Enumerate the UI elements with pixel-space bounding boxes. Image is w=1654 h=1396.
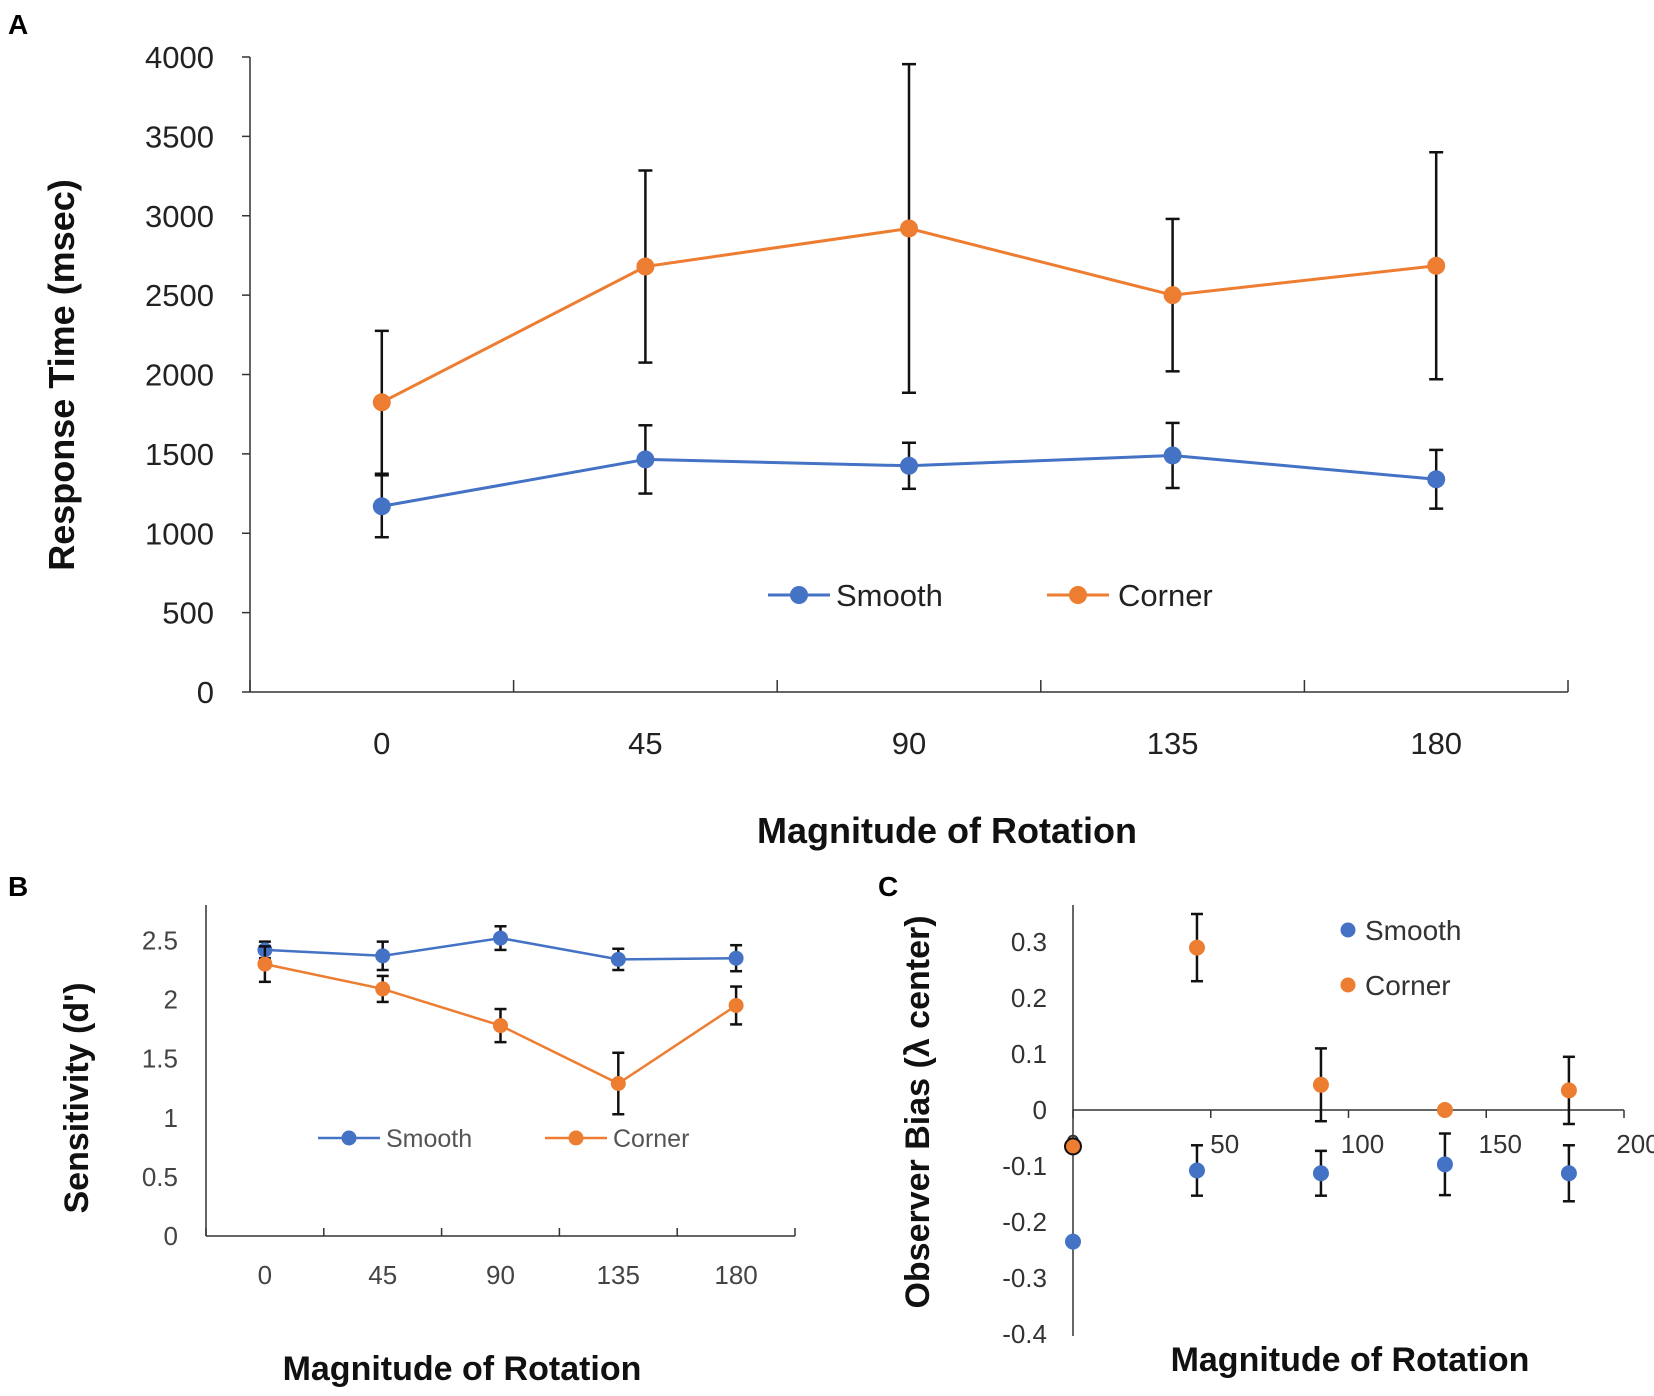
corner-point	[900, 219, 918, 238]
y-tick-label: 2.5	[142, 925, 178, 955]
y-tick-label: 0	[1033, 1095, 1047, 1125]
smooth-point	[1188, 1162, 1205, 1179]
panel-letter-b: B	[8, 871, 28, 902]
smooth-point	[1436, 1156, 1453, 1173]
corner-point	[257, 956, 273, 972]
y-tick-label: -0.3	[1002, 1263, 1047, 1293]
y-tick-label: 0.3	[1011, 927, 1047, 957]
corner-point	[372, 393, 391, 412]
y-tick-label: 2000	[145, 358, 214, 393]
x-tick-label: 0	[373, 726, 390, 761]
smooth-point	[1427, 470, 1446, 489]
corner-point	[1436, 1102, 1453, 1118]
y-tick-label: -0.2	[1002, 1207, 1047, 1237]
y-tick-label: -0.4	[1002, 1319, 1047, 1349]
smooth-point	[610, 951, 626, 967]
panel-b: B 0 0.5 1 1.5 2 2.5 0 45 90 135 180 Magnitude of Rot…	[8, 871, 796, 1388]
smooth-point	[728, 950, 744, 966]
x-tick-label: 135	[1147, 726, 1199, 761]
x-tick-label: 45	[368, 1260, 397, 1290]
x-tick-label: 180	[714, 1260, 757, 1290]
legend-smooth-marker	[790, 586, 808, 604]
y-axis-title: Response Time (msec)	[41, 179, 82, 570]
smooth-point	[372, 497, 391, 516]
x-axis-title: Magnitude of Rotation	[283, 1350, 642, 1388]
panel-letter-c: C	[878, 871, 898, 902]
smooth-point	[1065, 1233, 1081, 1250]
smooth-point	[900, 456, 918, 475]
corner-point	[610, 1076, 626, 1092]
legend-corner-marker	[1069, 586, 1087, 604]
y-tick-label: 1500	[145, 437, 214, 472]
legend-smooth-label: Smooth	[1365, 915, 1462, 946]
y-tick-label: 3000	[145, 199, 214, 234]
x-tick-label: 0	[258, 1260, 272, 1290]
legend-smooth-label: Smooth	[836, 578, 943, 613]
corner-point	[1312, 1076, 1329, 1093]
y-axis-title: Observer Bias (λ center)	[899, 915, 937, 1308]
legend-corner-label: Corner	[613, 1125, 689, 1153]
legend-smooth-marker	[341, 1130, 357, 1146]
y-tick-label: 2	[164, 985, 178, 1015]
y-tick-label: 4000	[145, 40, 214, 75]
y-tick-label: 2500	[145, 278, 214, 313]
x-tick-label: 180	[1410, 726, 1462, 761]
x-tick-label: 90	[892, 726, 926, 761]
y-tick-label: -0.1	[1002, 1151, 1047, 1181]
y-tick-label: 0.5	[142, 1162, 178, 1192]
legend-smooth-label: Smooth	[386, 1125, 472, 1153]
y-tick-label: 1000	[145, 516, 214, 551]
legend-corner-marker	[1340, 977, 1356, 993]
y-tick-label: 3500	[145, 119, 214, 154]
x-axis-title: Magnitude of Rotation	[757, 810, 1137, 851]
x-tick-label: 150	[1479, 1129, 1522, 1159]
x-tick-label: 135	[597, 1260, 640, 1290]
corner-point	[1064, 1137, 1082, 1156]
x-tick-label: 45	[628, 726, 662, 761]
corner-point	[1560, 1082, 1577, 1099]
legend-corner-marker	[568, 1130, 584, 1146]
corner-point	[375, 981, 391, 997]
corner-point	[636, 257, 655, 276]
y-tick-label: 0	[197, 675, 214, 710]
y-axis-title: Sensitivity (d')	[58, 982, 96, 1213]
x-tick-label: 90	[486, 1260, 515, 1290]
x-tick-label: 200	[1616, 1129, 1654, 1159]
legend-corner-label: Corner	[1118, 578, 1213, 613]
y-tick-label: 1.5	[142, 1044, 178, 1074]
corner-point	[493, 1018, 508, 1034]
panel-letter-a: A	[8, 9, 28, 40]
smooth-point	[1312, 1165, 1329, 1182]
smooth-point	[1560, 1165, 1577, 1182]
smooth-point	[636, 450, 655, 469]
y-tick-label: 1	[164, 1103, 178, 1133]
x-axis-title: Magnitude of Rotation	[1171, 1341, 1530, 1379]
y-tick-label: 500	[162, 596, 214, 631]
legend-corner-label: Corner	[1365, 970, 1451, 1001]
y-tick-label: 0	[164, 1221, 178, 1251]
legend-smooth-marker	[1340, 922, 1356, 938]
smooth-point	[493, 930, 508, 946]
corner-point	[1163, 286, 1182, 305]
x-tick-label: 50	[1210, 1129, 1239, 1159]
smooth-point	[1163, 446, 1182, 465]
corner-point	[728, 997, 744, 1013]
corner-point	[1188, 939, 1205, 956]
panel-a: A 0 500 1000 1500 2000 2500 3000 3500 4000 0 45 90 13…	[8, 9, 1569, 851]
y-tick-label: 0.2	[1011, 983, 1047, 1013]
smooth-point	[375, 948, 391, 964]
panel-c: C-0.4-0.3-0.2-0.100.10.20.3050100150200M…	[878, 871, 1654, 1379]
corner-point	[1427, 256, 1446, 275]
y-tick-label: 0.1	[1011, 1039, 1047, 1069]
x-tick-label: 100	[1341, 1129, 1384, 1159]
